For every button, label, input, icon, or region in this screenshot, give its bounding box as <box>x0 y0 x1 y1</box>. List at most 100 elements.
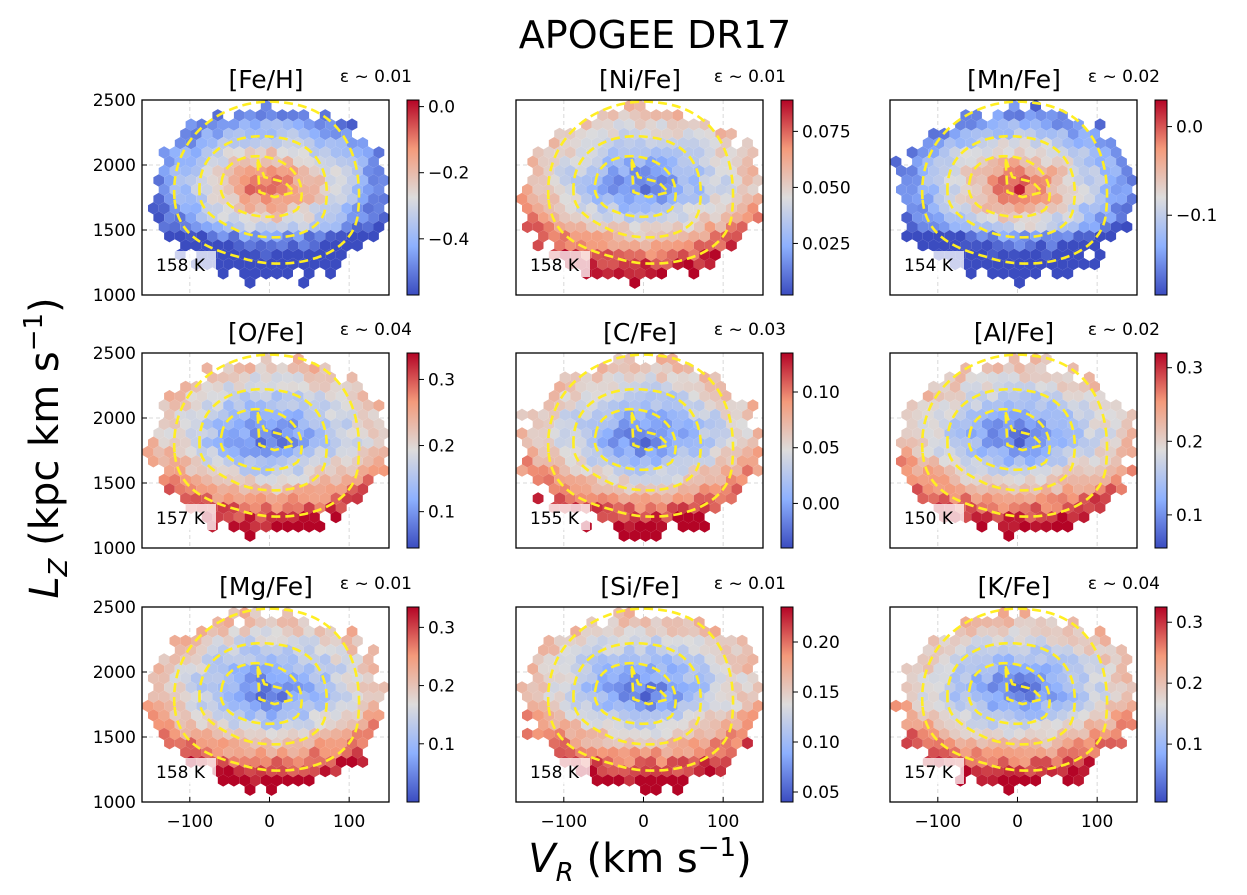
hexbin-cell <box>602 371 614 384</box>
hexbin-cell <box>1008 625 1020 638</box>
hexbin-cell <box>709 174 721 187</box>
hexbin-cell <box>1094 137 1106 150</box>
hexbin-cell <box>949 183 961 196</box>
hexbin-cell <box>164 718 175 731</box>
hexbin-cell <box>1024 492 1036 505</box>
hexbin-cell <box>570 137 582 150</box>
hexbin-cell <box>1035 473 1047 487</box>
panel-title: [Fe/H] <box>228 65 303 94</box>
hexbin-cell <box>570 155 582 168</box>
hexbin-cell <box>613 681 624 694</box>
hexbin-cell <box>554 455 565 468</box>
hexbin-cell <box>586 146 598 159</box>
hexbin-cell <box>212 399 224 412</box>
hexbin-cell <box>314 137 326 150</box>
hexbin-cell <box>233 764 245 778</box>
hexbin-cell <box>191 653 202 666</box>
hexbin-cell <box>699 230 710 243</box>
hexbin-cell <box>314 483 326 496</box>
hexbin-cell <box>1062 774 1074 787</box>
hexbin-cell <box>298 362 310 375</box>
hexbin-cell <box>922 230 934 243</box>
hexbin-cell <box>672 709 684 722</box>
hexbin-cell <box>169 399 181 412</box>
hexbin-cell <box>554 399 565 412</box>
hexbin-cell <box>319 164 331 178</box>
hexbin-cell <box>720 174 732 187</box>
hexbin-cell <box>1003 727 1015 741</box>
hexbin-cell <box>1067 510 1079 524</box>
hexbin-cell <box>575 183 587 196</box>
hexbin-cell <box>726 671 737 685</box>
hexbin-cell <box>640 746 651 759</box>
hexbin-cell <box>287 146 299 159</box>
hexbin-cell <box>971 109 982 122</box>
colorbar <box>406 606 420 803</box>
hexbin-cell <box>1116 699 1127 713</box>
hexbin-cell <box>677 681 689 694</box>
hexbin-cell <box>688 737 700 750</box>
hexbin-cell <box>559 155 571 168</box>
hexbin-cell <box>1110 690 1122 703</box>
density-contour <box>921 607 1109 772</box>
hexbin-cell <box>1008 501 1020 514</box>
hexbin-cell <box>282 699 293 713</box>
hexbin-cell <box>538 662 549 675</box>
hexbin-cell <box>212 239 224 252</box>
hexbin-cell <box>341 164 352 178</box>
hexbin-cell <box>319 146 331 159</box>
hexbin-cell <box>228 681 240 694</box>
hexbin-cell <box>314 230 326 243</box>
hexbin-cell <box>650 239 662 252</box>
hexbin-cell <box>174 137 186 150</box>
hexbin-cell <box>650 362 662 375</box>
hexbin-cell <box>1073 737 1084 750</box>
hexbin-cell <box>228 520 240 533</box>
hexbin-cell <box>1003 220 1015 234</box>
hexbin-cell <box>645 371 657 384</box>
hexbin-cell <box>1094 681 1106 694</box>
hexbin-cell <box>325 137 336 150</box>
hexbin-cell <box>987 464 998 477</box>
hexbin-cell <box>683 455 694 468</box>
hexbin-cell <box>575 709 587 722</box>
hexbin-cell <box>688 192 700 206</box>
hexbin-cell <box>255 492 267 505</box>
hexbin-cell <box>239 427 250 440</box>
hexbin-cell <box>645 520 657 533</box>
hexbin-cell <box>677 118 689 131</box>
hexbin-cell <box>677 737 689 750</box>
hexbin-cell <box>223 764 234 778</box>
hexbin-cell <box>352 146 363 159</box>
hexbin-cell <box>559 192 571 206</box>
hexbin-cell <box>346 137 358 150</box>
hexbin-cell <box>319 436 331 449</box>
hexbin-cell <box>1100 634 1111 648</box>
hexbin-cell <box>352 417 363 431</box>
hexbin-cell <box>373 399 385 412</box>
hexbin-cell <box>699 681 710 694</box>
hexbin-cell <box>548 644 560 657</box>
hexbin-cell <box>1035 399 1047 412</box>
hexbin-cell <box>217 267 229 280</box>
hexbin-cell <box>319 202 331 215</box>
hexbin-cell <box>565 473 576 487</box>
hexbin-cell <box>1073 174 1084 187</box>
hexbin-cell <box>330 653 342 666</box>
hexbin-cell <box>1100 492 1111 505</box>
hexbin-cell <box>276 616 288 629</box>
hexbin-cell <box>965 483 977 496</box>
hexbin-cell <box>1116 483 1127 496</box>
hexbin-cell <box>314 445 326 459</box>
hexbin-cell <box>346 464 358 477</box>
hexbin-cell <box>228 230 240 243</box>
hexbin-cell <box>1041 118 1052 131</box>
hexbin-cell <box>960 399 972 412</box>
hexbin-cell <box>554 202 565 215</box>
hexbin-cell <box>731 211 743 224</box>
hexbin-cell <box>303 699 315 713</box>
hexbin-cell <box>1024 109 1036 122</box>
hexbin-cell <box>949 202 961 215</box>
hexbin-cell <box>559 371 571 384</box>
hexbin-cell <box>906 709 918 722</box>
